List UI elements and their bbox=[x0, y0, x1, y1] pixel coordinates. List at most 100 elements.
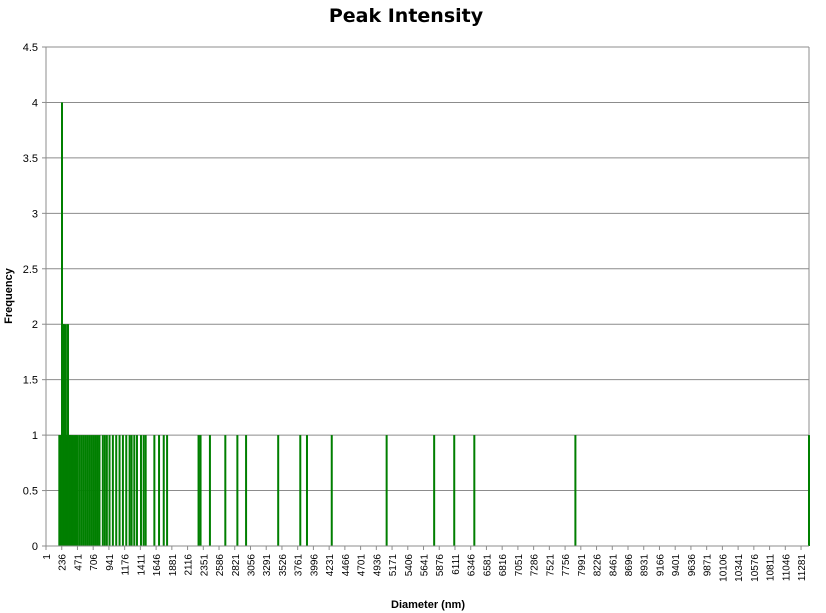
x-tick-label: 9871 bbox=[703, 554, 714, 577]
x-tick-label: 3056 bbox=[247, 554, 258, 577]
bar bbox=[111, 435, 114, 546]
x-tick-label: 7521 bbox=[545, 554, 556, 577]
bar bbox=[94, 435, 97, 546]
x-tick-label: 4936 bbox=[372, 554, 383, 577]
bar bbox=[453, 435, 456, 546]
bar bbox=[71, 435, 74, 546]
x-tick-label: 471 bbox=[74, 554, 85, 571]
bar bbox=[133, 435, 136, 546]
y-tick-label: 4.5 bbox=[23, 42, 38, 54]
x-tick-label: 5171 bbox=[388, 554, 399, 577]
x-tick-label: 2351 bbox=[199, 554, 210, 577]
bar bbox=[92, 435, 95, 546]
bar bbox=[118, 435, 121, 546]
x-tick-label: 7991 bbox=[577, 554, 588, 577]
x-tick-label: 8696 bbox=[624, 554, 635, 577]
x-tick-label: 11281 bbox=[797, 554, 808, 582]
x-tick-label: 4701 bbox=[357, 554, 368, 577]
bar bbox=[105, 435, 108, 546]
x-tick-label: 5641 bbox=[420, 554, 431, 577]
bar bbox=[82, 435, 85, 546]
x-tick-label: 706 bbox=[89, 554, 100, 571]
x-tick-label: 3526 bbox=[278, 554, 289, 577]
x-tick-label: 8931 bbox=[640, 554, 651, 577]
bar bbox=[158, 435, 161, 546]
x-tick-label: 9166 bbox=[656, 554, 667, 577]
y-tick-label: 1.5 bbox=[23, 375, 38, 387]
axes bbox=[42, 46, 809, 550]
bar bbox=[574, 435, 577, 546]
x-tick-label: 11046 bbox=[781, 554, 792, 582]
y-tick-label: 4 bbox=[32, 97, 38, 109]
bar bbox=[73, 435, 76, 546]
x-tick-label: 941 bbox=[105, 554, 116, 571]
bar bbox=[330, 435, 333, 546]
x-tick-label: 7286 bbox=[530, 554, 541, 577]
x-tick-label: 10576 bbox=[750, 554, 761, 582]
x-tick-label: 9636 bbox=[687, 554, 698, 577]
bar bbox=[76, 435, 79, 546]
x-tick-label: 6816 bbox=[498, 554, 509, 577]
x-tick-label: 3291 bbox=[262, 554, 273, 577]
bar bbox=[199, 435, 202, 546]
bar bbox=[72, 435, 75, 546]
y-tick-label: 0.5 bbox=[23, 486, 38, 498]
bar bbox=[125, 435, 128, 546]
bar bbox=[115, 435, 118, 546]
x-tick-label: 3996 bbox=[309, 554, 320, 577]
bar bbox=[208, 435, 211, 546]
x-tick-label: 8226 bbox=[593, 554, 604, 577]
bar bbox=[808, 435, 810, 546]
x-tick-label: 6346 bbox=[467, 554, 478, 577]
y-tick-label: 0 bbox=[32, 541, 38, 553]
bar bbox=[433, 435, 436, 546]
y-tick-label: 1 bbox=[32, 430, 38, 442]
chart-title: Peak Intensity bbox=[329, 5, 484, 27]
bar bbox=[78, 435, 81, 546]
bar bbox=[277, 435, 280, 546]
y-tick-label: 2 bbox=[32, 319, 38, 331]
x-tick-label: 1881 bbox=[168, 554, 179, 577]
bar bbox=[80, 435, 83, 546]
x-tick-label: 5406 bbox=[404, 554, 415, 577]
bar bbox=[142, 435, 145, 546]
bars bbox=[58, 102, 810, 546]
gridlines bbox=[46, 46, 810, 546]
x-tick-label: 2116 bbox=[184, 554, 195, 576]
x-tick-label: 236 bbox=[58, 554, 69, 571]
bar bbox=[305, 435, 308, 546]
bar bbox=[108, 435, 111, 546]
y-tick-label: 2.5 bbox=[23, 264, 38, 276]
bar bbox=[96, 435, 99, 546]
bar bbox=[162, 435, 165, 546]
bar bbox=[166, 435, 169, 546]
bar bbox=[88, 435, 91, 546]
x-tick-label: 4466 bbox=[341, 554, 352, 577]
bar bbox=[121, 435, 124, 546]
x-tick-label: 6581 bbox=[482, 554, 493, 577]
bar bbox=[98, 435, 101, 546]
x-tick-label: 5876 bbox=[435, 554, 446, 577]
x-tick-label: 4231 bbox=[325, 554, 336, 577]
bar bbox=[84, 435, 87, 546]
bar bbox=[473, 435, 476, 546]
bar bbox=[144, 435, 147, 546]
bar bbox=[135, 435, 138, 546]
x-tick-label: 1646 bbox=[152, 554, 163, 577]
bar bbox=[69, 435, 72, 546]
x-tick-label: 1176 bbox=[121, 554, 132, 576]
bar bbox=[139, 435, 142, 546]
bar bbox=[224, 435, 227, 546]
y-tick-label: 3.5 bbox=[23, 153, 38, 165]
x-tick-label: 2586 bbox=[215, 554, 226, 577]
x-tick-label: 6111 bbox=[451, 554, 462, 575]
bar bbox=[128, 435, 131, 546]
x-tick-label: 7756 bbox=[561, 554, 572, 577]
y-axis-title: Frequency bbox=[3, 267, 15, 324]
bar bbox=[86, 435, 89, 546]
x-tick-label: 1 bbox=[42, 554, 53, 560]
x-axis-title: Diameter (nm) bbox=[391, 599, 465, 611]
x-tick-label: 10106 bbox=[718, 554, 729, 582]
bar bbox=[90, 435, 93, 546]
